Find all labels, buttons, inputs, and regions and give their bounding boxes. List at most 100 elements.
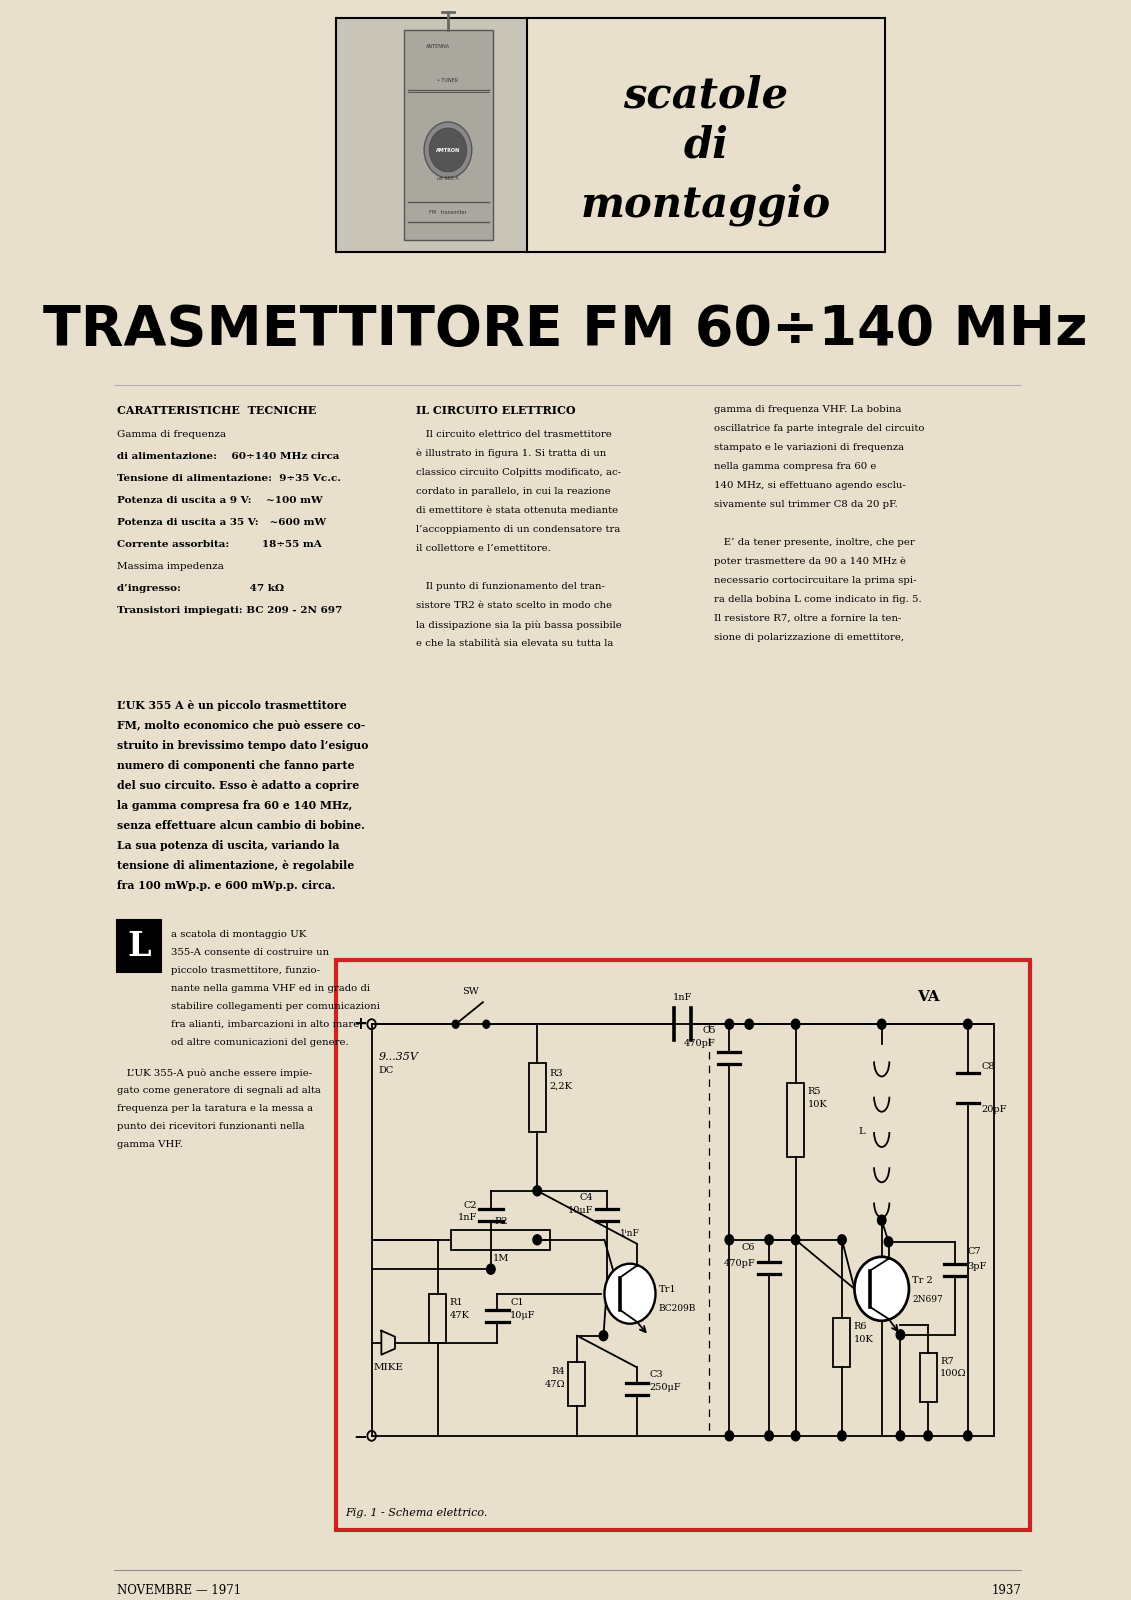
Text: 10K: 10K [854, 1334, 873, 1344]
Text: 10μF: 10μF [568, 1206, 593, 1214]
Text: Tensione di alimentazione:  9÷35 Vc.c.: Tensione di alimentazione: 9÷35 Vc.c. [116, 474, 340, 483]
Bar [569, 1362, 586, 1406]
Text: stabilire collegamenti per comunicazioni: stabilire collegamenti per comunicazioni [171, 1002, 380, 1011]
Bar [920, 1352, 936, 1402]
Circle shape [424, 122, 472, 178]
Text: 9...35V: 9...35V [379, 1053, 418, 1062]
Text: uk 355 A: uk 355 A [437, 176, 459, 181]
Bar [430, 1294, 447, 1342]
Text: nante nella gamma VHF ed in grado di: nante nella gamma VHF ed in grado di [171, 984, 370, 994]
Text: C2: C2 [464, 1200, 477, 1210]
Text: Potenza di uscita a 9 V:    ~100 mW: Potenza di uscita a 9 V: ~100 mW [116, 496, 322, 506]
Text: necessario cortocircuitare la prima spi-: necessario cortocircuitare la prima spi- [715, 576, 917, 586]
Text: 1937: 1937 [991, 1584, 1021, 1597]
Circle shape [924, 1430, 932, 1440]
Text: C6: C6 [742, 1243, 756, 1253]
Bar [834, 1318, 851, 1366]
Text: struito in brevissimo tempo dato l’esiguo: struito in brevissimo tempo dato l’esigu… [116, 739, 368, 750]
Text: L’UK 355-A può anche essere impie-: L’UK 355-A può anche essere impie- [116, 1069, 312, 1077]
Text: MIKE: MIKE [373, 1363, 403, 1371]
Circle shape [765, 1235, 774, 1245]
Text: 470pF: 470pF [724, 1259, 756, 1269]
Circle shape [838, 1235, 846, 1245]
Text: 140 MHz, si effettuano agendo esclu-: 140 MHz, si effettuano agendo esclu- [715, 482, 906, 490]
Bar [451, 1230, 551, 1250]
Text: il collettore e l’emettitore.: il collettore e l’emettitore. [416, 544, 551, 554]
Text: piccolo trasmettitore, funzio-: piccolo trasmettitore, funzio- [171, 966, 320, 974]
Circle shape [964, 1019, 972, 1029]
Text: TRASMETTITORE FM 60÷140 MHz: TRASMETTITORE FM 60÷140 MHz [43, 302, 1088, 357]
Circle shape [452, 1021, 459, 1029]
Text: Il punto di funzionamento del tran-: Il punto di funzionamento del tran- [416, 582, 605, 590]
Text: di: di [683, 125, 728, 166]
Text: R3: R3 [550, 1069, 563, 1078]
Text: DC: DC [379, 1066, 394, 1075]
Text: poter trasmettere da 90 a 140 MHz è: poter trasmettere da 90 a 140 MHz è [715, 557, 906, 566]
Text: sione di polarizzazione di emettitore,: sione di polarizzazione di emettitore, [715, 634, 905, 642]
Text: CARATTERISTICHE  TECNICHE: CARATTERISTICHE TECNICHE [116, 405, 316, 416]
Text: 470pF: 470pF [684, 1040, 716, 1048]
Text: frequenza per la taratura e la messa a: frequenza per la taratura e la messa a [116, 1104, 313, 1114]
Text: gamma VHF.: gamma VHF. [116, 1139, 183, 1149]
Text: e che la stabilità sia elevata su tutta la: e che la stabilità sia elevata su tutta … [416, 638, 614, 648]
Text: NOVEMBRE — 1971: NOVEMBRE — 1971 [116, 1584, 241, 1597]
Circle shape [533, 1235, 542, 1245]
Text: sistore TR2 è stato scelto in modo che: sistore TR2 è stato scelto in modo che [416, 602, 613, 610]
Text: R1: R1 [450, 1298, 464, 1307]
Text: 100Ω: 100Ω [940, 1370, 967, 1379]
Text: IL CIRCUITO ELETTRICO: IL CIRCUITO ELETTRICO [416, 405, 576, 416]
Text: classico circuito Colpitts modificato, ac-: classico circuito Colpitts modificato, a… [416, 467, 621, 477]
Text: 1ⁱnF: 1ⁱnF [621, 1229, 640, 1237]
Text: 2N697: 2N697 [913, 1294, 943, 1304]
Bar [336, 960, 1029, 1530]
Circle shape [765, 1430, 774, 1440]
Text: Potenza di uscita a 35 V:   ~600 mW: Potenza di uscita a 35 V: ~600 mW [116, 518, 326, 526]
Circle shape [745, 1019, 753, 1029]
Text: è illustrato in figura 1. Si tratta di un: è illustrato in figura 1. Si tratta di u… [416, 450, 606, 459]
Circle shape [599, 1331, 607, 1341]
Text: l’accoppiamento di un condensatore tra: l’accoppiamento di un condensatore tra [416, 525, 621, 534]
Text: Massima impedenza: Massima impedenza [116, 562, 224, 571]
Text: oscillatrice fa parte integrale del circuito: oscillatrice fa parte integrale del circ… [715, 424, 925, 434]
Text: E’ da tener presente, inoltre, che per: E’ da tener presente, inoltre, che per [715, 538, 915, 547]
Text: BC209B: BC209B [659, 1304, 697, 1312]
Text: scatole: scatole [623, 74, 788, 117]
Text: od altre comunicazioni del genere.: od altre comunicazioni del genere. [171, 1038, 349, 1046]
Circle shape [896, 1330, 905, 1339]
Circle shape [792, 1235, 800, 1245]
Text: C3: C3 [649, 1370, 663, 1379]
Text: Transistori impiegati: BC 209 - 2N 697: Transistori impiegati: BC 209 - 2N 697 [116, 606, 342, 614]
Text: Corrente assorbita:         18÷55 mA: Corrente assorbita: 18÷55 mA [116, 541, 321, 549]
Text: L: L [127, 930, 150, 963]
Text: del suo circuito. Esso è adatto a coprire: del suo circuito. Esso è adatto a coprir… [116, 781, 359, 790]
Text: nella gamma compresa fra 60 e: nella gamma compresa fra 60 e [715, 462, 877, 470]
Text: di emettitore è stata ottenuta mediante: di emettitore è stata ottenuta mediante [416, 506, 619, 515]
Text: R6: R6 [854, 1322, 867, 1331]
Circle shape [725, 1235, 734, 1245]
Circle shape [792, 1430, 800, 1440]
Text: punto dei ricevitori funzionanti nella: punto dei ricevitori funzionanti nella [116, 1122, 304, 1131]
Circle shape [725, 1430, 734, 1440]
Text: R7: R7 [940, 1357, 953, 1365]
Text: ANTENNA: ANTENNA [425, 43, 450, 50]
Text: C8: C8 [982, 1062, 995, 1072]
Text: stampato e le variazioni di frequenza: stampato e le variazioni di frequenza [715, 443, 905, 451]
Text: montaggio: montaggio [581, 184, 831, 226]
Text: La sua potenza di uscita, variando la: La sua potenza di uscita, variando la [116, 840, 339, 851]
Text: senza effettuare alcun cambio di bobine.: senza effettuare alcun cambio di bobine. [116, 819, 364, 830]
Text: d’ingresso:                   47 kΩ: d’ingresso: 47 kΩ [116, 584, 284, 594]
Text: gato come generatore di segnali ad alta: gato come generatore di segnali ad alta [116, 1086, 320, 1094]
Bar [404, 30, 493, 240]
Text: L: L [858, 1128, 865, 1136]
Text: Il resistore R7, oltre a fornire la ten-: Il resistore R7, oltre a fornire la ten- [715, 614, 901, 622]
Bar [528, 1064, 546, 1133]
Text: gamma di frequenza VHF. La bobina: gamma di frequenza VHF. La bobina [715, 405, 901, 414]
Text: Gamma di frequenza: Gamma di frequenza [116, 430, 226, 438]
Text: +: + [353, 1016, 366, 1034]
Text: −: − [353, 1427, 366, 1445]
Text: L’UK 355 A è un piccolo trasmettitore: L’UK 355 A è un piccolo trasmettitore [116, 701, 346, 710]
Text: 1nF: 1nF [458, 1213, 477, 1222]
Text: la gamma compresa fra 60 e 140 MHz,: la gamma compresa fra 60 e 140 MHz, [116, 800, 352, 811]
Text: 10K: 10K [808, 1101, 827, 1109]
Text: 3pF: 3pF [967, 1262, 986, 1272]
